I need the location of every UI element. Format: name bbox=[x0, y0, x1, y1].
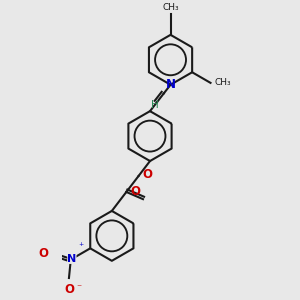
Text: ⁻: ⁻ bbox=[76, 283, 81, 293]
Text: ⁺: ⁺ bbox=[78, 242, 84, 253]
Text: N: N bbox=[166, 78, 176, 91]
Text: O: O bbox=[142, 168, 152, 181]
Text: CH₃: CH₃ bbox=[214, 78, 231, 87]
Text: N: N bbox=[67, 254, 76, 264]
Text: O: O bbox=[64, 283, 74, 296]
Text: H: H bbox=[151, 100, 158, 110]
Text: O: O bbox=[131, 185, 141, 198]
Text: CH₃: CH₃ bbox=[162, 3, 179, 12]
Text: O: O bbox=[38, 247, 48, 260]
